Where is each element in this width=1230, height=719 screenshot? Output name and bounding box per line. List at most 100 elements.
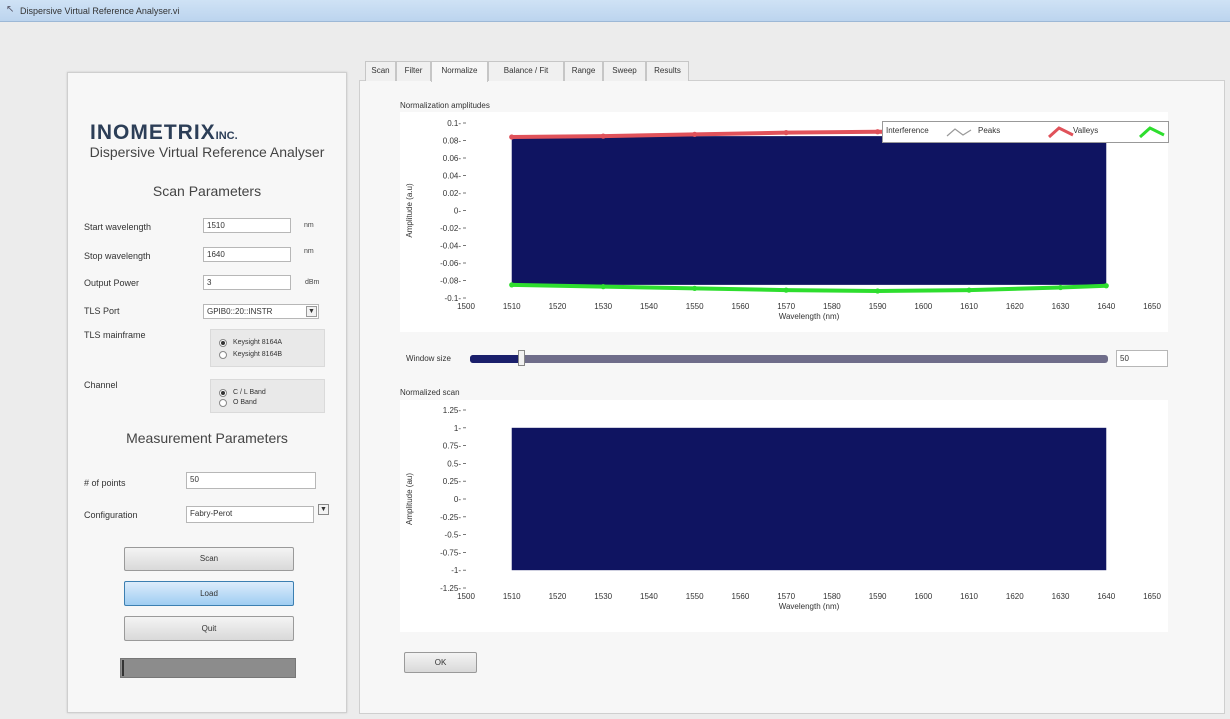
- channel-label: Channel: [84, 380, 118, 390]
- y-tick-label: 0.5-: [447, 459, 461, 468]
- x-tick-label: 1570: [777, 592, 795, 601]
- radio-option-o-band[interactable]: O Band: [219, 397, 257, 407]
- legend-peaks-icon: [1048, 126, 1074, 139]
- num-points-field[interactable]: 50: [186, 472, 316, 489]
- configuration-label: Configuration: [84, 510, 138, 520]
- peak-point: [509, 134, 515, 140]
- num-points-label: # of points: [84, 478, 126, 488]
- channel-radio-group: C / L Band O Band: [210, 379, 325, 413]
- tab-sweep[interactable]: Sweep: [603, 61, 646, 81]
- y-axis-label: Amplitude (au): [405, 473, 414, 525]
- x-tick-label: 1650: [1143, 302, 1161, 311]
- tab-range[interactable]: Range: [564, 61, 603, 81]
- x-tick-label: 1610: [960, 592, 978, 601]
- x-tick-label: 1550: [686, 592, 704, 601]
- tls-mainframe-label: TLS mainframe: [84, 330, 146, 340]
- tls-mainframe-radio-group: Keysight 8164A Keysight 8164B: [210, 329, 325, 367]
- radio-option-8164b[interactable]: Keysight 8164B: [219, 349, 282, 359]
- window-size-slider-thumb[interactable]: [518, 350, 526, 366]
- configuration-dropdown-icon[interactable]: ▼: [318, 504, 329, 515]
- peak-point: [692, 131, 698, 137]
- tls-port-value: GPIB0::20::INSTR: [207, 307, 273, 316]
- x-tick-label: 1570: [777, 302, 795, 311]
- start-wavelength-label: Start wavelength: [84, 222, 152, 232]
- y-tick-label: -0.75-: [440, 548, 461, 557]
- output-power-field[interactable]: 3: [203, 275, 291, 290]
- output-power-unit: dBm: [305, 279, 320, 286]
- x-tick-label: 1560: [732, 592, 750, 601]
- tab-normalize[interactable]: Normalize: [431, 61, 488, 82]
- y-tick-label: 0.75-: [443, 442, 462, 451]
- window-size-label: Window size: [406, 354, 451, 363]
- tab-balance-fit[interactable]: Balance / Fit: [488, 61, 564, 81]
- chart-legend: Interference Peaks Valleys: [882, 121, 1169, 143]
- x-tick-label: 1640: [1097, 302, 1115, 311]
- window-size-field[interactable]: 50: [1116, 350, 1168, 367]
- window-size-slider-track[interactable]: [470, 355, 1108, 363]
- legend-interference-icon: [946, 128, 972, 137]
- y-tick-label: 0.06-: [443, 154, 462, 163]
- progress-bar: [120, 658, 296, 678]
- configuration-select[interactable]: Fabry-Perot: [186, 506, 314, 523]
- y-tick-label: -1-: [451, 566, 461, 575]
- x-tick-label: 1580: [823, 592, 841, 601]
- quit-button[interactable]: Quit: [124, 616, 294, 641]
- window-title: Dispersive Virtual Reference Analyser.vi: [20, 6, 180, 16]
- tls-port-select[interactable]: GPIB0::20::INSTR ▼: [203, 304, 319, 319]
- ok-button[interactable]: OK: [404, 652, 477, 673]
- tab-scan[interactable]: Scan: [365, 61, 396, 81]
- radio-selected-icon[interactable]: [219, 338, 227, 347]
- start-wavelength-field[interactable]: 1510: [203, 218, 291, 233]
- window-titlebar: ↖ Dispersive Virtual Reference Analyser.…: [0, 0, 1230, 22]
- radio-selected-icon[interactable]: [219, 388, 227, 397]
- x-tick-label: 1580: [823, 302, 841, 311]
- x-tick-label: 1530: [594, 302, 612, 311]
- legend-peaks-label: Peaks: [978, 126, 1001, 135]
- scan-button[interactable]: Scan: [124, 547, 294, 571]
- x-tick-label: 1650: [1143, 592, 1161, 601]
- scan-parameters-heading: Scan Parameters: [152, 183, 262, 199]
- y-tick-label: 0.02-: [443, 189, 462, 198]
- y-axis-label: Amplitude (a.u): [405, 183, 414, 238]
- tab-results[interactable]: Results: [646, 61, 689, 81]
- legend-interference-label: Interference: [886, 126, 929, 135]
- x-tick-label: 1510: [503, 302, 521, 311]
- y-tick-label: -0.02-: [440, 224, 461, 233]
- x-tick-label: 1640: [1097, 592, 1115, 601]
- app-title: Dispersive Virtual Reference Analyser: [89, 144, 325, 160]
- interference-band: [511, 136, 1107, 285]
- valley-point: [600, 284, 606, 290]
- y-tick-label: 0.1-: [447, 119, 461, 128]
- radio-unselected-icon[interactable]: [219, 398, 227, 407]
- x-axis-label: Wavelength (nm): [779, 312, 840, 321]
- x-tick-label: 1630: [1052, 592, 1070, 601]
- x-tick-label: 1620: [1006, 592, 1024, 601]
- y-tick-label: 1-: [454, 424, 461, 433]
- output-power-label: Output Power: [84, 278, 140, 288]
- peak-point: [600, 133, 606, 139]
- radio-unselected-icon[interactable]: [219, 350, 227, 359]
- x-tick-label: 1530: [594, 592, 612, 601]
- valley-point: [783, 287, 789, 293]
- start-wavelength-unit: nm: [304, 222, 314, 229]
- progress-fill: [122, 660, 124, 676]
- y-tick-label: 0-: [454, 207, 461, 216]
- x-tick-label: 1510: [503, 592, 521, 601]
- load-button[interactable]: Load: [124, 581, 294, 606]
- configuration-value: Fabry-Perot: [190, 509, 233, 518]
- x-tick-label: 1550: [686, 302, 704, 311]
- x-tick-label: 1520: [549, 302, 567, 311]
- x-tick-label: 1590: [869, 302, 887, 311]
- y-tick-label: 0.04-: [443, 172, 462, 181]
- valley-point: [509, 282, 515, 288]
- tab-filter[interactable]: Filter: [396, 61, 431, 81]
- radio-option-cl-band[interactable]: C / L Band: [219, 387, 266, 397]
- chevron-down-icon[interactable]: ▼: [306, 306, 317, 317]
- y-tick-label: -0.1-: [445, 294, 462, 303]
- y-tick-label: -0.08-: [440, 277, 461, 286]
- stop-wavelength-field[interactable]: 1640: [203, 247, 291, 262]
- y-tick-label: -0.5-: [445, 531, 462, 540]
- radio-option-8164a[interactable]: Keysight 8164A: [219, 337, 282, 347]
- x-tick-label: 1600: [914, 592, 932, 601]
- normalized-scan-chart-title: Normalized scan: [400, 388, 460, 397]
